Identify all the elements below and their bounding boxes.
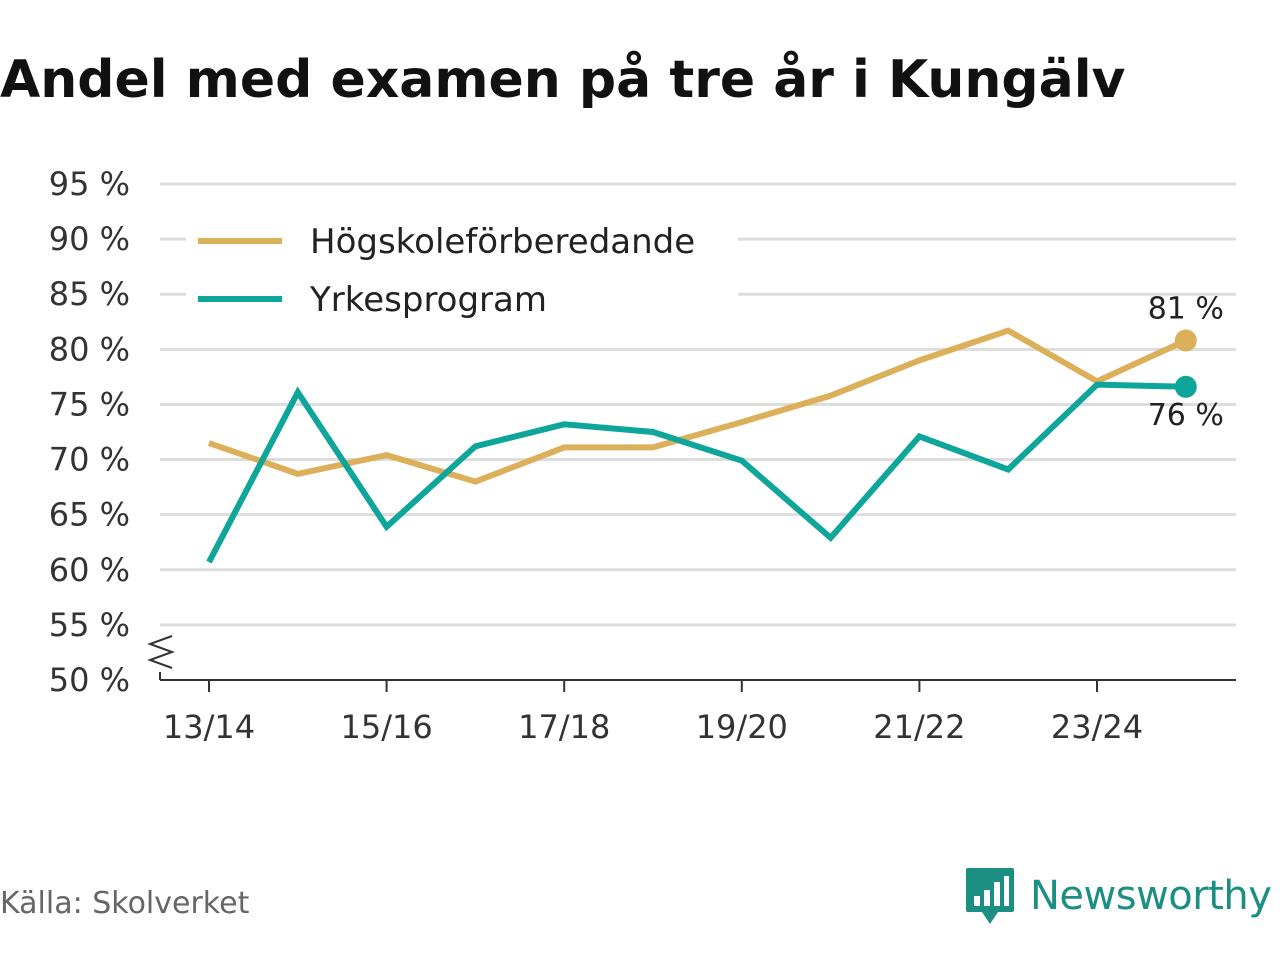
- y-axis: 50 % 55 % 60 % 65 % 70 % 75 % 80 % 85 % 90 % 95 %: [49, 165, 130, 699]
- end-marker-1: [1174, 375, 1197, 398]
- y-tick-label-50: 50 %: [49, 661, 130, 699]
- end-marker-0: [1174, 329, 1197, 352]
- newsworthy-logo-icon: [966, 868, 1014, 924]
- y-tick-label-55: 55 %: [49, 606, 130, 644]
- series-line-yrkesprogram: [206, 381, 1186, 564]
- x-tick-label-21-22: 21/22: [873, 708, 965, 746]
- y-tick-label-80: 80 %: [49, 330, 130, 368]
- brand-name: Newsworthy: [1030, 873, 1272, 919]
- legend-label-0: Högskoleförberedande: [310, 222, 695, 262]
- series-line-hogskoleforberedande: [208, 327, 1188, 485]
- y-tick-label-95: 95 %: [49, 165, 130, 203]
- series-layer: 81 % 76 %: [206, 292, 1224, 564]
- y-tick-label-60: 60 %: [49, 551, 130, 589]
- legend-label-1: Yrkesprogram: [309, 280, 547, 320]
- x-tick-label-15-16: 15/16: [340, 708, 432, 746]
- end-label-1: 76 %: [1148, 398, 1224, 433]
- brand: Newsworthy: [964, 866, 1272, 926]
- x-tick-label-17-18: 17/18: [518, 708, 610, 746]
- legend-background: [186, 212, 738, 328]
- x-axis: 13/14 15/16 17/18 19/20 21/22 23/24: [147, 635, 1236, 746]
- y-tick-label-65: 65 %: [49, 496, 130, 534]
- y-tick-label-75: 75 %: [49, 385, 130, 423]
- y-tick-label-70: 70 %: [49, 441, 130, 479]
- end-label-0: 81 %: [1148, 292, 1224, 327]
- line-chart: 50 % 55 % 60 % 65 % 70 % 75 % 80 % 85 % 90 % 95 %…: [49, 165, 1236, 746]
- y-tick-label-85: 85 %: [49, 275, 130, 313]
- legend: Högskoleförberedande Yrkesprogram: [186, 212, 738, 328]
- source-note: Källa: Skolverket: [0, 886, 250, 921]
- x-tick-label-23-24: 23/24: [1051, 708, 1143, 746]
- axis-break-icon: [147, 635, 175, 669]
- x-tick-label-19-20: 19/20: [696, 708, 788, 746]
- y-tick-label-90: 90 %: [49, 220, 130, 258]
- x-tick-label-13-14: 13/14: [163, 708, 255, 746]
- chart-title: Andel med examen på tre år i Kungälv: [0, 50, 1126, 110]
